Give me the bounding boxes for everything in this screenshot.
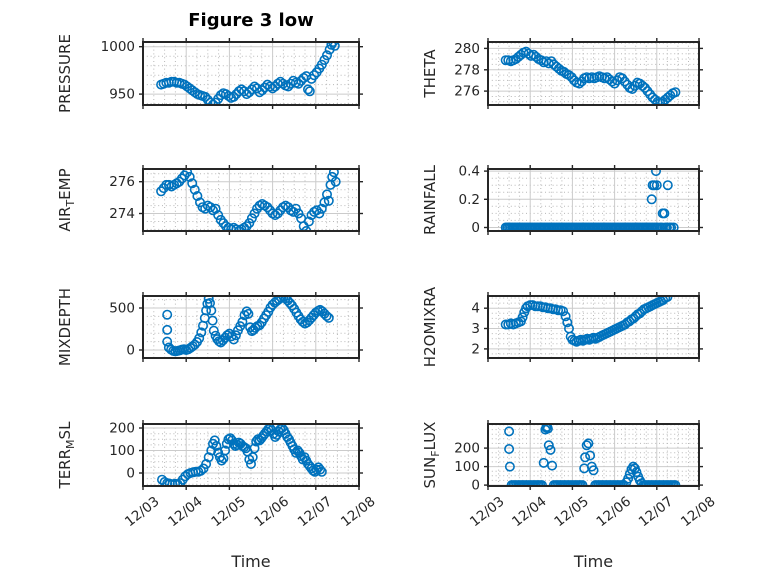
y-tick-label: 1000: [101, 39, 135, 55]
y-tick-label: 278: [454, 62, 480, 78]
y-axis-label-PRESSURE: PRESSURE: [56, 34, 74, 113]
x-tick-label: 12/06: [252, 494, 293, 531]
y-tick-label: 274: [109, 206, 135, 222]
y-axis-label-SUN_FLUX: SUNFLUX: [421, 422, 442, 489]
x-tick-label: 12/05: [551, 494, 592, 531]
y-tick-label: 100: [454, 459, 480, 475]
y-tick-label: 100: [109, 443, 135, 459]
subplot-AIR_TEMP: 274 276 AIRTEMP: [56, 165, 363, 235]
x-tick-label: 12/07: [636, 494, 677, 531]
y-tick-label: 500: [109, 301, 135, 317]
x-tick-label: 12/03: [467, 494, 508, 531]
y-axis-label-MIXDEPTH: MIXDEPTH: [56, 288, 74, 366]
MIXDEPTH-markers: [162, 296, 334, 357]
y-tick-label: 0: [126, 466, 135, 482]
y-tick-label: 4: [471, 301, 480, 317]
y-tick-label: 280: [454, 41, 480, 57]
x-tick-label: 12/04: [165, 494, 206, 531]
y-tick-label: 0: [126, 343, 135, 359]
y-axis-label-TERR_MSL: TERRMSL: [56, 421, 77, 490]
x-tick-label: 12/07: [295, 494, 336, 531]
H2OMIXRA-markers: [500, 296, 673, 347]
y-axis-label-THETA: THETA: [421, 49, 439, 99]
y-tick-label: 200: [454, 441, 480, 457]
subplot-RAINFALL: 0 0.2 0.4 RAINFALL: [421, 164, 703, 236]
y-tick-label: 0: [471, 478, 480, 494]
subplot-SUN_FLUX: 0 100 200 12/03 12/04 12/05 12/06 12/07 12/08 SUN…: [421, 420, 718, 530]
x-tick-label: 12/04: [509, 494, 550, 531]
x-axis-label-left: Time: [231, 552, 271, 571]
x-tick-label: 12/06: [594, 494, 635, 531]
y-tick-label: 0.4: [459, 164, 480, 180]
PRESSURE-markers: [156, 42, 340, 105]
subplot-THETA: 276 278 280 THETA: [421, 38, 703, 109]
x-axis-label-right: Time: [573, 552, 614, 571]
subplot-TERR_MSL: 0 100 200 12/03 12/04 12/05 12/06 12/07 12/08 TER…: [56, 420, 378, 530]
AIR_TEMP-markers: [156, 169, 341, 231]
THETA-markers: [500, 46, 681, 105]
y-tick-label: 0: [471, 220, 480, 236]
y-tick-label: 276: [454, 84, 480, 100]
figure-title: Figure 3 low: [188, 10, 314, 31]
y-tick-label: 950: [109, 87, 135, 103]
x-tick-label: 12/05: [208, 494, 249, 531]
subplot-PRESSURE: 950 1000 PRESSURE: [56, 34, 363, 113]
TERR_MSL-markers: [157, 424, 327, 486]
y-axis-label-H2OMIXRA: H2OMIXRA: [421, 286, 439, 367]
x-tick-label: 12/08: [338, 494, 379, 531]
y-axis-label-AIR_TEMP: AIRTEMP: [56, 168, 77, 231]
subplot-H2OMIXRA: 2 3 4 H2OMIXRA: [421, 286, 703, 367]
x-tick-label: 12/03: [122, 494, 163, 531]
y-tick-label: 0.2: [459, 192, 480, 208]
y-axis-label-RAINFALL: RAINFALL: [421, 164, 439, 235]
y-tick-label: 2: [471, 341, 480, 357]
x-tick-label: 12/08: [678, 494, 719, 531]
y-tick-label: 276: [109, 174, 135, 190]
y-tick-label: 200: [109, 421, 135, 437]
y-tick-label: 3: [471, 321, 480, 337]
subplot-MIXDEPTH: 0 500 MIXDEPTH: [56, 288, 363, 366]
RAINFALL-markers: [500, 169, 679, 231]
